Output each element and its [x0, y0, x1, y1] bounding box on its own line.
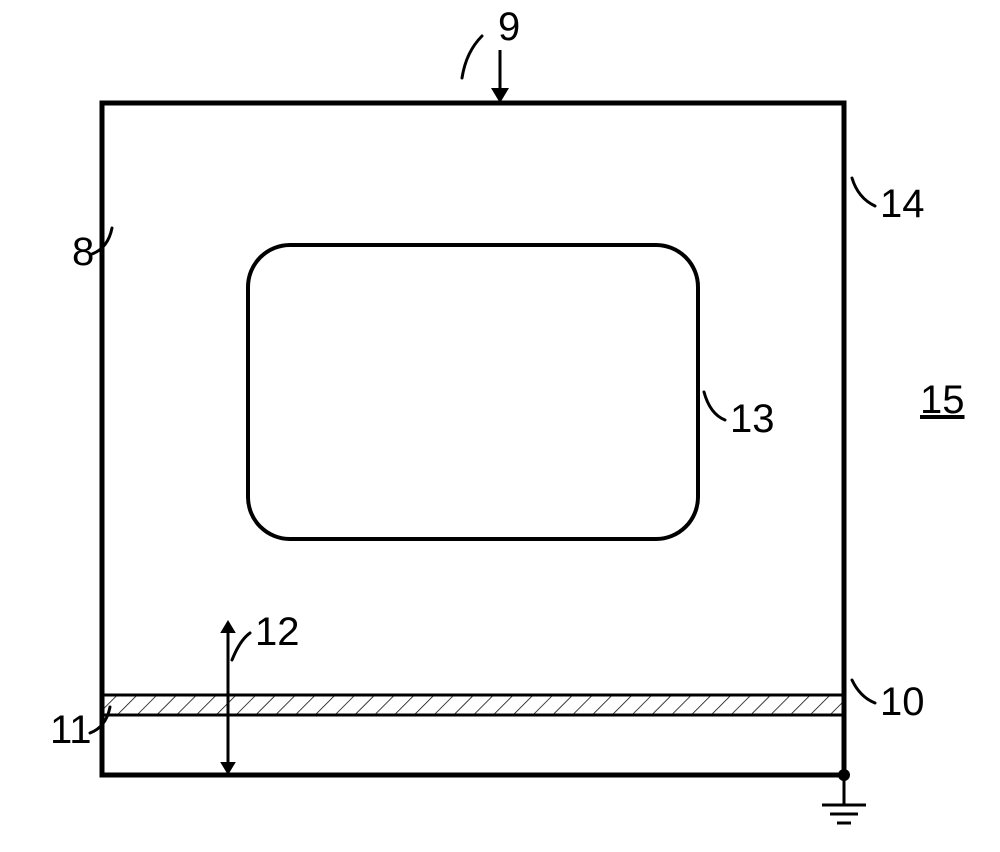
- leader-c9: [462, 36, 482, 78]
- label-11: 11: [50, 708, 92, 752]
- label-12: 12: [255, 610, 300, 654]
- hatched-layer: [102, 695, 844, 715]
- leader-c14: [852, 178, 875, 206]
- leader-c12: [232, 633, 250, 660]
- dimension-arrowhead-up: [220, 620, 236, 633]
- label-15: 15: [920, 378, 965, 422]
- inner-window: [248, 245, 698, 539]
- leader-c13: [704, 392, 725, 420]
- label-10: 10: [880, 680, 925, 724]
- label-9: 9: [498, 5, 520, 49]
- label-14: 14: [880, 182, 925, 226]
- technical-diagram: 9 8 11 12 13 14 10 15: [0, 0, 1000, 852]
- label-8: 8: [72, 230, 94, 274]
- label-13: 13: [730, 397, 775, 441]
- leader-c10: [852, 680, 875, 703]
